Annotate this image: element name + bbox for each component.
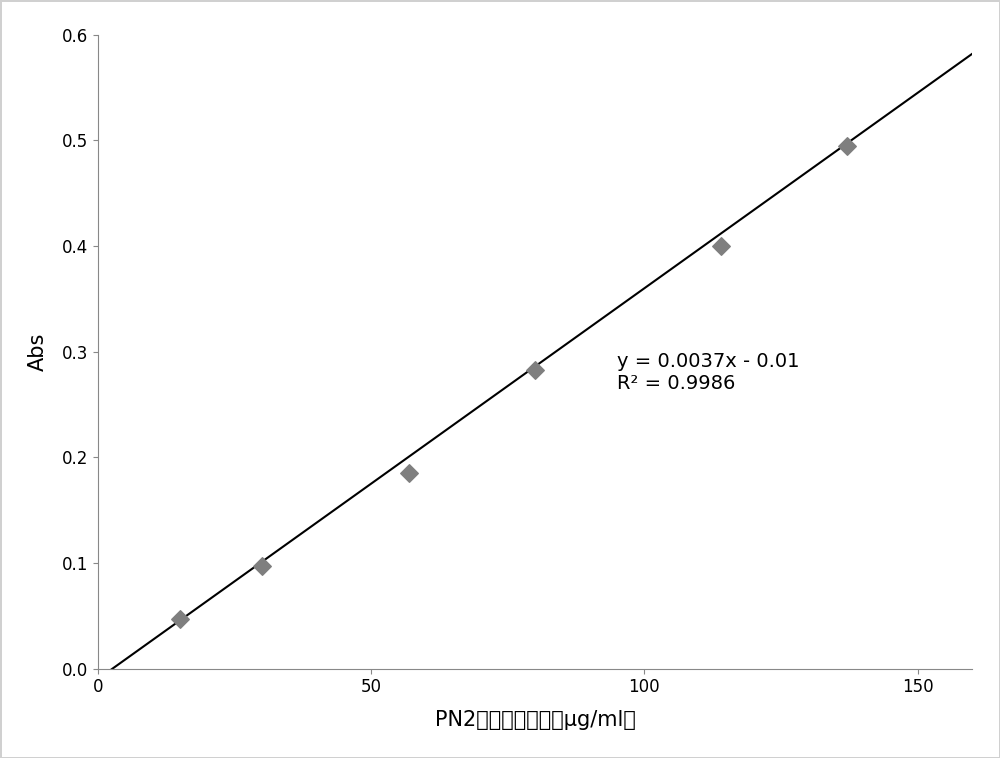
Y-axis label: Abs: Abs — [28, 333, 48, 371]
Point — [172, 613, 188, 625]
X-axis label: PN2型组合糖浓度（μg/ml）: PN2型组合糖浓度（μg/ml） — [435, 710, 635, 730]
Point — [713, 240, 729, 252]
Point — [254, 560, 270, 572]
Text: y = 0.0037x - 0.01
R² = 0.9986: y = 0.0037x - 0.01 R² = 0.9986 — [617, 352, 799, 393]
Point — [839, 139, 855, 152]
Point — [401, 467, 417, 479]
Point — [527, 364, 543, 376]
